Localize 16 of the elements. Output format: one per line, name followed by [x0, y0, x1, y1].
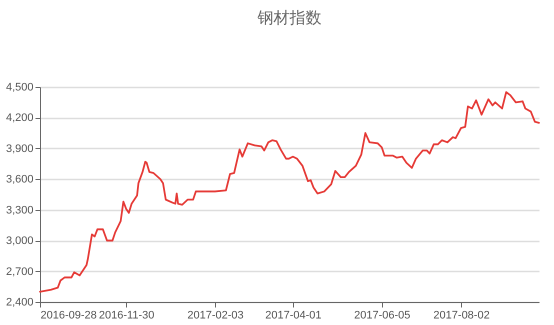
y-tick-label: 4,200 — [6, 112, 34, 124]
chart-title: 钢材指数 — [256, 9, 322, 27]
y-tick-label: 2,400 — [6, 296, 34, 308]
y-tick-label: 3,300 — [6, 204, 34, 216]
x-tick-label: 2017-08-02 — [433, 310, 490, 322]
y-tick-label: 3,900 — [6, 142, 34, 155]
line-series — [39, 91, 540, 293]
x-tick-label: 2017-06-05 — [354, 310, 410, 322]
x-tick-label: 2017-02-03 — [187, 310, 244, 322]
y-tick-label: 2,700 — [6, 266, 34, 278]
y-tick-label: 4,500 — [6, 82, 34, 94]
x-tick-label: 2017-04-01 — [265, 310, 322, 322]
y-tick-label: 3,600 — [6, 174, 34, 186]
x-tick-label: 2016-11-30 — [98, 310, 154, 322]
y-tick-label: 3,000 — [6, 235, 34, 248]
x-tick-label: 2016-09-28 — [40, 310, 97, 322]
